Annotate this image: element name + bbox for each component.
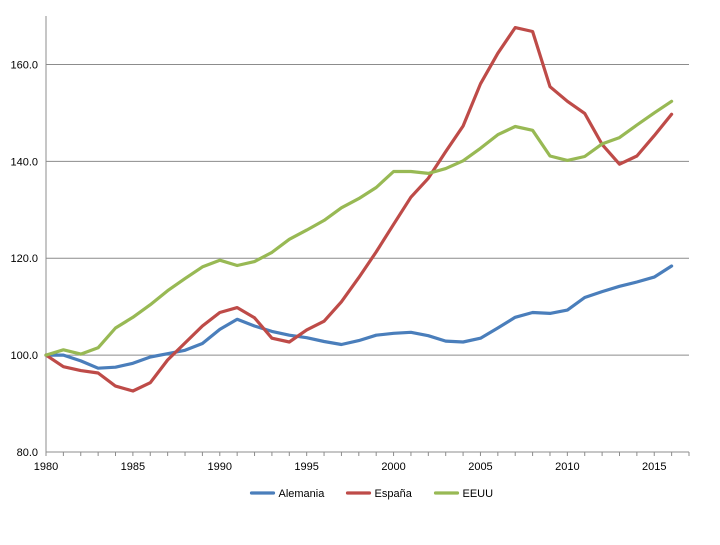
legend-label: España: [375, 488, 413, 500]
x-tick-label: 2000: [381, 461, 405, 473]
series-line-alemania: [44, 264, 674, 370]
legend-label: Alemania: [279, 488, 326, 500]
y-tick-label: 80.0: [17, 447, 38, 459]
legend-item-alemania: Alemania: [249, 488, 326, 500]
x-tick-label: 2015: [642, 461, 666, 473]
legend: Alemania España EEUU: [249, 488, 494, 500]
y-tick-label: 160.0: [10, 59, 38, 71]
x-axis-tick-labels: 1980 1985 1990 1995 2000 2005 2010 2015: [34, 461, 667, 473]
legend-item-espa-a: España: [345, 488, 413, 500]
y-axis-tick-labels: 80.0 100.0 120.0 140.0 160.0: [10, 59, 38, 459]
series-line-eeuu: [44, 99, 674, 357]
x-tick-label: 2010: [555, 461, 579, 473]
y-tick-label: 100.0: [10, 350, 38, 362]
gridlines: [46, 63, 689, 356]
x-tick-label: 2005: [468, 461, 492, 473]
x-tick-label: 1990: [208, 461, 232, 473]
y-tick-label: 140.0: [10, 156, 38, 168]
axes: [45, 16, 690, 456]
x-tick-label: 1985: [121, 461, 145, 473]
series-line-espa-a: [44, 26, 674, 393]
y-tick-label: 120.0: [10, 253, 38, 265]
series-lines: [44, 26, 674, 393]
legend-item-eeuu: EEUU: [433, 488, 494, 500]
x-tick-label: 1980: [34, 461, 58, 473]
x-tick-label: 1995: [294, 461, 318, 473]
legend-label: EEUU: [463, 488, 494, 500]
